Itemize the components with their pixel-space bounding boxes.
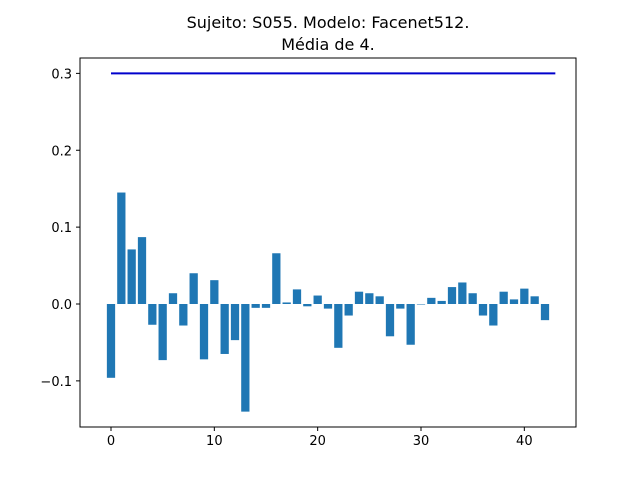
- bar-14: [251, 304, 260, 308]
- x-tick-label-40: 40: [516, 434, 533, 449]
- bar-12: [230, 304, 240, 341]
- bar-21: [323, 304, 333, 309]
- bar-1: [117, 192, 126, 304]
- bar-9: [199, 304, 209, 360]
- y-tick-label-4: 0.3: [51, 67, 72, 82]
- bar-36: [478, 304, 488, 316]
- bar-25: [365, 293, 374, 304]
- bar-33: [447, 287, 457, 304]
- bar-34: [458, 282, 467, 304]
- bar-40: [520, 288, 529, 304]
- bar-15: [261, 304, 271, 308]
- bar-13: [241, 304, 250, 412]
- bar-17: [282, 302, 291, 304]
- bar-37: [489, 304, 498, 326]
- bar-24: [354, 291, 364, 304]
- y-tick-label-0: −0.1: [40, 375, 72, 390]
- bar-38: [499, 291, 508, 304]
- y-tick-label-1: 0.0: [51, 298, 72, 313]
- bars-group: [106, 192, 550, 412]
- plot-frame: [79, 57, 577, 428]
- bar-11: [220, 304, 229, 354]
- bar-39: [509, 299, 519, 304]
- bar-27: [385, 304, 395, 337]
- x-tick-label-10: 10: [206, 434, 223, 449]
- x-tick-label-20: 20: [309, 434, 326, 449]
- bar-35: [468, 293, 477, 304]
- bar-28: [396, 304, 405, 309]
- x-tick-label-30: 30: [413, 434, 430, 449]
- bar-10: [210, 280, 219, 304]
- bar-0: [106, 304, 116, 378]
- chart-title-line-1: Sujeito: S055. Modelo: Facenet512.: [187, 13, 470, 32]
- chart-title-line-2: Média de 4.: [281, 35, 375, 54]
- bar-6: [168, 293, 178, 304]
- y-axis-ticks: −0.1 0.0 0.1 0.2 0.3: [40, 67, 80, 390]
- bar-16: [272, 253, 281, 304]
- bar-41: [530, 296, 539, 304]
- bar-3: [137, 237, 147, 304]
- y-tick-label-2: 0.1: [51, 221, 72, 236]
- bar-7: [179, 304, 188, 326]
- bar-19: [303, 304, 312, 307]
- bar-22: [334, 304, 343, 348]
- bar-31: [427, 297, 436, 304]
- x-tick-label-0: 0: [107, 434, 115, 449]
- bar-5: [158, 304, 167, 361]
- x-axis-ticks: 0 10 20 30 40: [107, 427, 533, 449]
- y-tick-label-3: 0.2: [51, 144, 72, 159]
- bar-18: [292, 289, 302, 304]
- bar-2: [127, 249, 136, 304]
- bar-29: [406, 304, 415, 345]
- bar-42: [540, 304, 550, 321]
- bar-23: [344, 304, 353, 316]
- bar-32: [437, 300, 446, 304]
- bar-8: [189, 273, 198, 304]
- bar-4: [148, 304, 157, 325]
- bar-30: [416, 304, 426, 305]
- bar-20: [313, 295, 322, 304]
- bar-26: [375, 296, 384, 304]
